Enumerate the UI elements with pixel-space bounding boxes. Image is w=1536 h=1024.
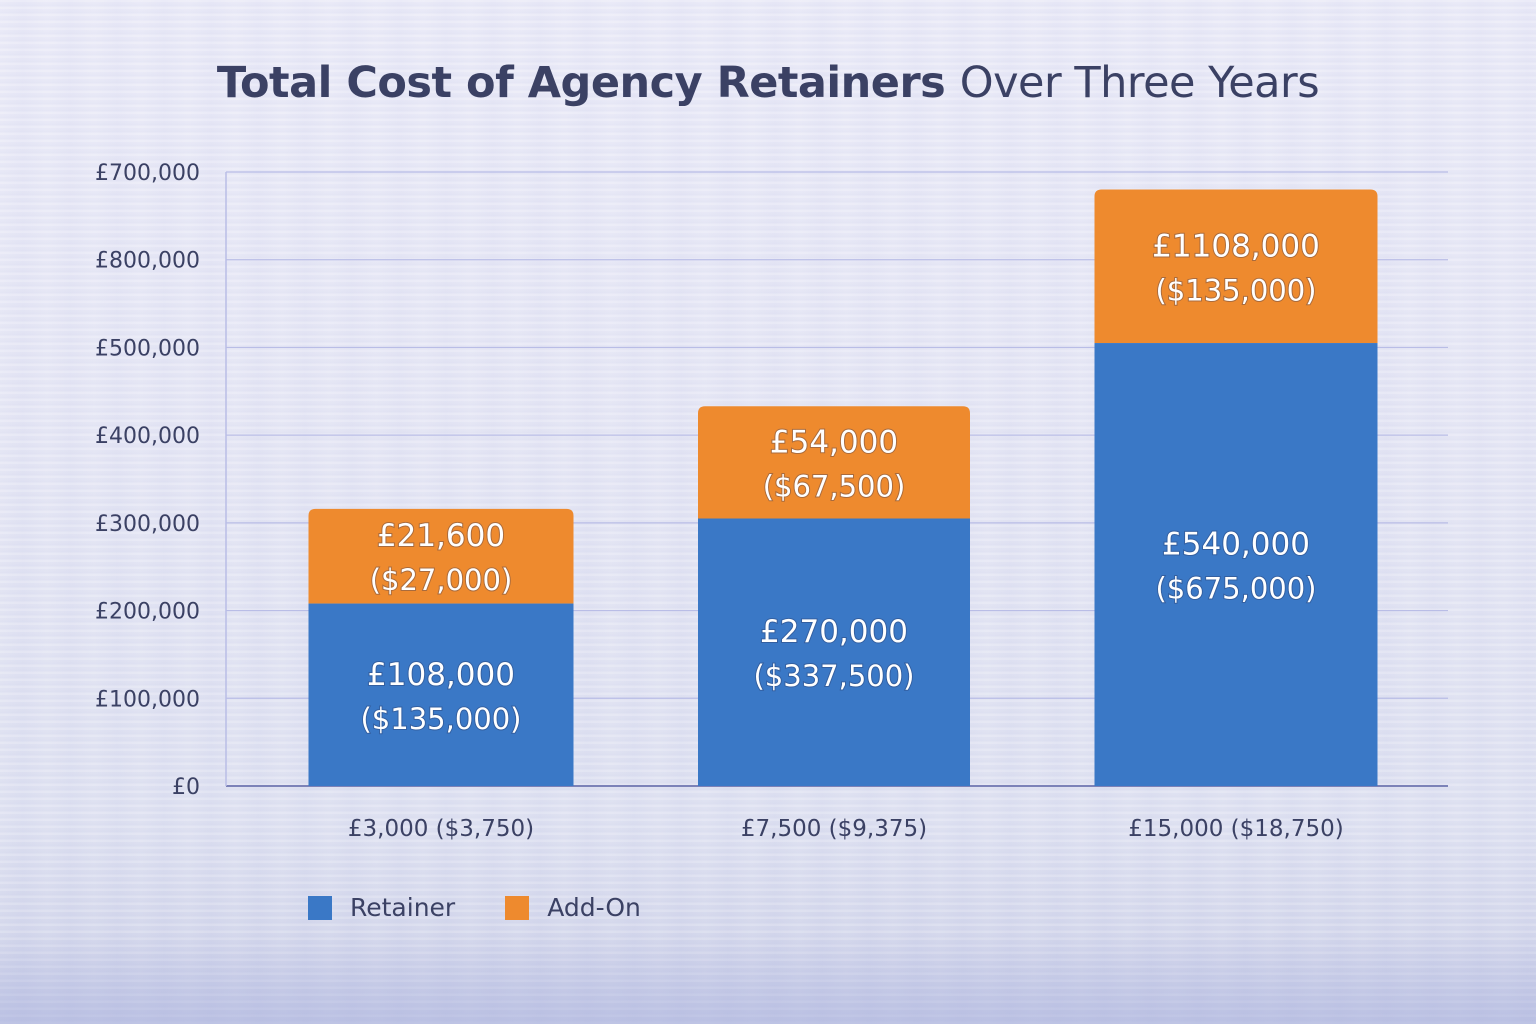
bar-data-label: £108,000 [367, 657, 515, 693]
bar-data-label: ($337,500) [753, 659, 914, 693]
bar-segment-retainer [1094, 343, 1378, 786]
y-tick-label: £100,000 [95, 687, 200, 712]
chart-title-light: Over Three Years [959, 58, 1320, 108]
bar-data-label: ($67,500) [763, 469, 906, 503]
bar-segment-add-on [698, 406, 970, 519]
bar-segment-retainer [308, 603, 574, 786]
legend-item-add-on: Add-On [505, 893, 641, 922]
bar-data-label: ($675,000) [1155, 572, 1316, 606]
bar-data-label: £1108,000 [1152, 228, 1320, 264]
y-tick-label: £700,000 [95, 161, 200, 186]
y-tick-label: £300,000 [95, 512, 200, 537]
legend-label-retainer: Retainer [350, 893, 456, 922]
bar-data-label: ($27,000) [370, 563, 513, 597]
y-tick-label: £0 [172, 775, 200, 800]
bar-data-label: ($135,000) [1155, 273, 1316, 307]
bar-labels: £108,000 ($135,000) £21,600 ($27,000) £270,0… [359, 227, 1320, 736]
y-tick-label: £200,000 [95, 600, 200, 625]
bar-segment-add-on [308, 508, 574, 604]
x-tick-label: £3,000 ($3,750) [348, 816, 534, 842]
y-axis-ticks: £0 £100,000 £200,000 £300,000 £400,000 £500,0… [95, 161, 200, 800]
legend-label-add-on: Add-On [547, 893, 641, 922]
legend: Retainer Add-On [308, 893, 691, 922]
bar-segment-retainer [698, 518, 970, 786]
bars [308, 189, 1378, 786]
bar-data-label: £21,600 [377, 518, 505, 554]
bar-data-label: ($135,000) [360, 702, 521, 736]
bar-data-label: £54,000 [770, 424, 898, 460]
x-axis-ticks: £3,000 ($3,750) £7,500 ($9,375) £15,000 ($… [348, 816, 1344, 842]
bar-data-label: £270,000 [760, 614, 908, 650]
legend-item-retainer: Retainer [308, 893, 455, 922]
legend-swatch-add-on [505, 895, 530, 920]
x-tick-label: £7,500 ($9,375) [741, 816, 927, 842]
y-tick-label: £500,000 [95, 336, 200, 361]
chart-title: Total Cost of Agency Retainers Over Thre… [0, 58, 1536, 108]
y-tick-label: £800,000 [95, 249, 200, 274]
bar-data-label: £540,000 [1162, 527, 1310, 563]
x-tick-label: £15,000 ($18,750) [1128, 816, 1343, 842]
chart-title-bold: Total Cost of Agency Retainers [216, 58, 946, 108]
y-tick-label: £400,000 [95, 424, 200, 449]
bar-segment-add-on [1094, 189, 1378, 344]
legend-swatch-retainer [308, 895, 332, 920]
